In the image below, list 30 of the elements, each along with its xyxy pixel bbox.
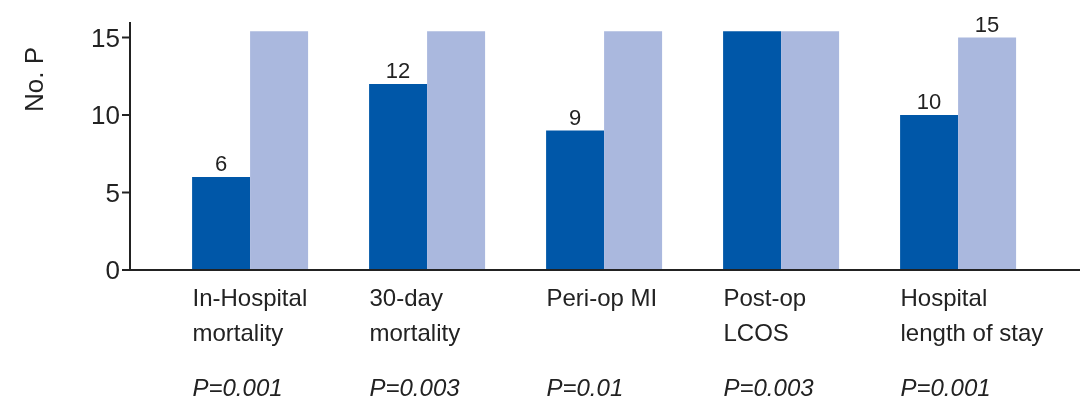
bar xyxy=(900,115,959,270)
text: P=0.001 xyxy=(900,374,991,401)
y-tick-label: 10 xyxy=(91,100,120,131)
data-label: 12 xyxy=(385,58,411,83)
data-label: 9 xyxy=(568,104,582,130)
text: P=0.003 xyxy=(723,374,815,401)
x-tick-label: Post-op LCOS xyxy=(723,284,807,346)
text: P=0.001 xyxy=(192,374,283,401)
y-tick-label: 15 xyxy=(91,22,120,53)
data-label: 6 xyxy=(214,151,228,176)
bar xyxy=(604,31,663,270)
bar xyxy=(723,31,782,270)
x-tick-label: Hospital length of stay xyxy=(900,284,1044,346)
bar xyxy=(781,31,840,270)
bar xyxy=(958,37,1017,270)
x-tick-label: Peri-op MI xyxy=(546,284,658,311)
y-tick-label: 0 xyxy=(105,255,120,286)
y-axis-title: No. P xyxy=(19,46,50,112)
data-label: 10 xyxy=(916,89,942,114)
y-tick-label: 5 xyxy=(105,177,120,208)
text: P=0.003 xyxy=(369,374,461,401)
bar xyxy=(427,31,486,270)
text: P=0.01 xyxy=(546,374,624,401)
bar xyxy=(369,84,428,270)
x-tick-label: In-Hospital mortality xyxy=(192,284,308,346)
bar xyxy=(546,130,605,270)
x-tick-label: 30-day mortality xyxy=(369,284,461,346)
data-label: 15 xyxy=(974,11,1000,37)
bar xyxy=(192,177,251,270)
bar xyxy=(250,31,309,270)
